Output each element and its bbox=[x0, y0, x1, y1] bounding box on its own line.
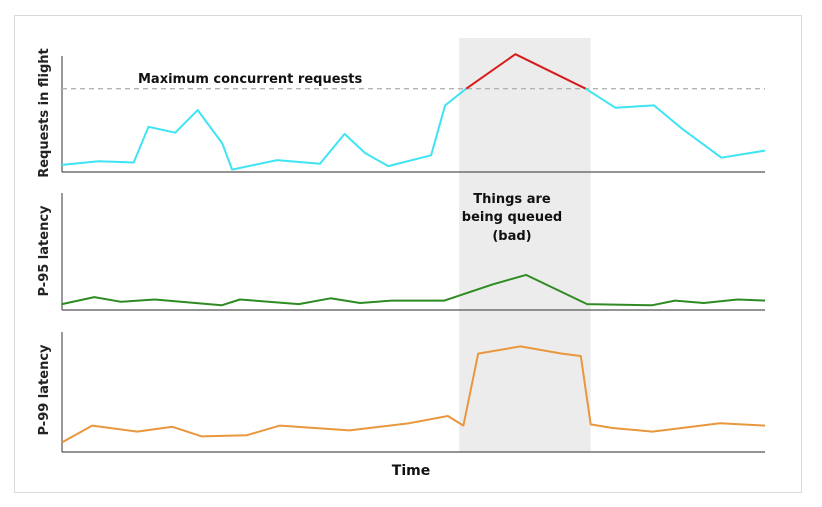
axes-p99-panel bbox=[61, 332, 765, 453]
queued-highlight-region bbox=[459, 38, 591, 452]
series-line-requests-0 bbox=[61, 87, 467, 171]
max-concurrent-label: Maximum concurrent requests bbox=[138, 72, 362, 87]
y-axis-label-p99: P-99 latency bbox=[37, 344, 52, 436]
chart-svg: Requests in flight P-95 latency P-99 lat… bbox=[37, 38, 766, 479]
series-line-p95-0 bbox=[61, 273, 766, 307]
y-axis-label-p95: P-95 latency bbox=[37, 205, 52, 297]
x-axis-label: Time bbox=[392, 463, 430, 479]
queued-annotation-line-1: Things are bbox=[473, 192, 551, 207]
queued-annotation-line-2: being queued bbox=[462, 210, 562, 225]
series-layer bbox=[61, 53, 766, 444]
series-line-p99-0 bbox=[61, 345, 766, 444]
series-line-requests-1 bbox=[465, 53, 587, 90]
y-axis-label-requests: Requests in flight bbox=[37, 48, 52, 178]
axes-p95-panel bbox=[61, 193, 765, 311]
axes-requests-panel bbox=[61, 56, 765, 173]
series-line-requests-2 bbox=[585, 87, 766, 159]
queued-annotation-line-3: (bad) bbox=[492, 229, 531, 244]
chart-figure: Requests in flight P-95 latency P-99 lat… bbox=[14, 15, 802, 493]
